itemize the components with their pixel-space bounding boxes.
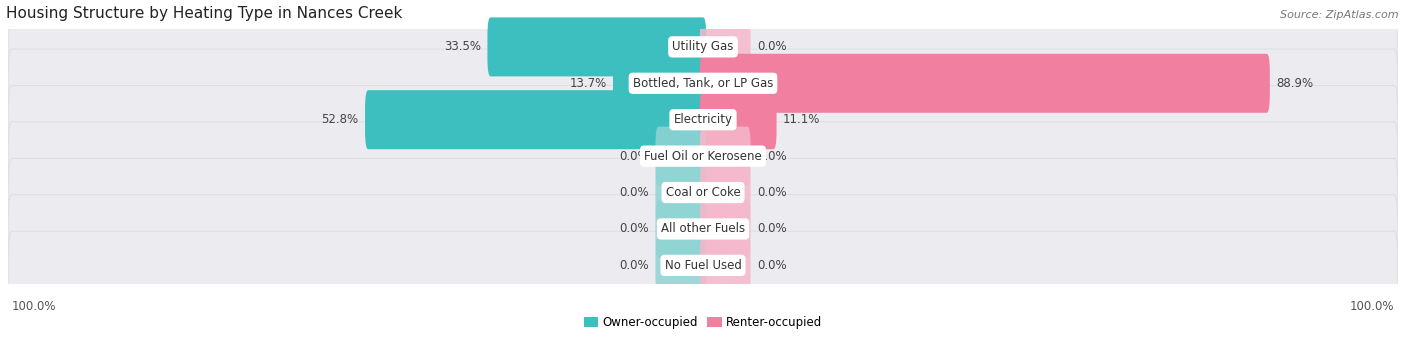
FancyBboxPatch shape bbox=[700, 199, 751, 258]
Text: No Fuel Used: No Fuel Used bbox=[665, 259, 741, 272]
Text: 0.0%: 0.0% bbox=[620, 222, 650, 235]
Text: 0.0%: 0.0% bbox=[756, 186, 786, 199]
FancyBboxPatch shape bbox=[655, 236, 706, 295]
FancyBboxPatch shape bbox=[8, 49, 1398, 118]
Text: 0.0%: 0.0% bbox=[620, 150, 650, 163]
FancyBboxPatch shape bbox=[700, 163, 751, 222]
Text: 0.0%: 0.0% bbox=[756, 259, 786, 272]
Text: 100.0%: 100.0% bbox=[11, 300, 56, 313]
Text: 52.8%: 52.8% bbox=[322, 113, 359, 126]
FancyBboxPatch shape bbox=[655, 163, 706, 222]
FancyBboxPatch shape bbox=[700, 17, 751, 76]
FancyBboxPatch shape bbox=[8, 158, 1398, 227]
Text: 100.0%: 100.0% bbox=[1350, 300, 1395, 313]
FancyBboxPatch shape bbox=[488, 17, 706, 76]
Text: 0.0%: 0.0% bbox=[756, 40, 786, 54]
Text: Housing Structure by Heating Type in Nances Creek: Housing Structure by Heating Type in Nan… bbox=[6, 5, 402, 20]
FancyBboxPatch shape bbox=[655, 127, 706, 186]
FancyBboxPatch shape bbox=[8, 13, 1398, 81]
FancyBboxPatch shape bbox=[8, 195, 1398, 263]
FancyBboxPatch shape bbox=[8, 231, 1398, 300]
FancyBboxPatch shape bbox=[613, 54, 706, 113]
FancyBboxPatch shape bbox=[700, 236, 751, 295]
FancyBboxPatch shape bbox=[366, 90, 706, 149]
FancyBboxPatch shape bbox=[700, 90, 776, 149]
Text: Bottled, Tank, or LP Gas: Bottled, Tank, or LP Gas bbox=[633, 77, 773, 90]
FancyBboxPatch shape bbox=[700, 127, 751, 186]
Text: 33.5%: 33.5% bbox=[444, 40, 481, 54]
Legend: Owner-occupied, Renter-occupied: Owner-occupied, Renter-occupied bbox=[579, 311, 827, 334]
Text: 0.0%: 0.0% bbox=[756, 150, 786, 163]
FancyBboxPatch shape bbox=[8, 86, 1398, 154]
Text: 11.1%: 11.1% bbox=[783, 113, 820, 126]
Text: 88.9%: 88.9% bbox=[1277, 77, 1313, 90]
Text: Utility Gas: Utility Gas bbox=[672, 40, 734, 54]
FancyBboxPatch shape bbox=[700, 54, 1270, 113]
FancyBboxPatch shape bbox=[8, 122, 1398, 190]
Text: 0.0%: 0.0% bbox=[620, 186, 650, 199]
Text: 0.0%: 0.0% bbox=[756, 222, 786, 235]
Text: Source: ZipAtlas.com: Source: ZipAtlas.com bbox=[1281, 10, 1399, 20]
Text: Electricity: Electricity bbox=[673, 113, 733, 126]
Text: Fuel Oil or Kerosene: Fuel Oil or Kerosene bbox=[644, 150, 762, 163]
Text: Coal or Coke: Coal or Coke bbox=[665, 186, 741, 199]
FancyBboxPatch shape bbox=[655, 199, 706, 258]
Text: 13.7%: 13.7% bbox=[569, 77, 606, 90]
Text: 0.0%: 0.0% bbox=[620, 259, 650, 272]
Text: All other Fuels: All other Fuels bbox=[661, 222, 745, 235]
